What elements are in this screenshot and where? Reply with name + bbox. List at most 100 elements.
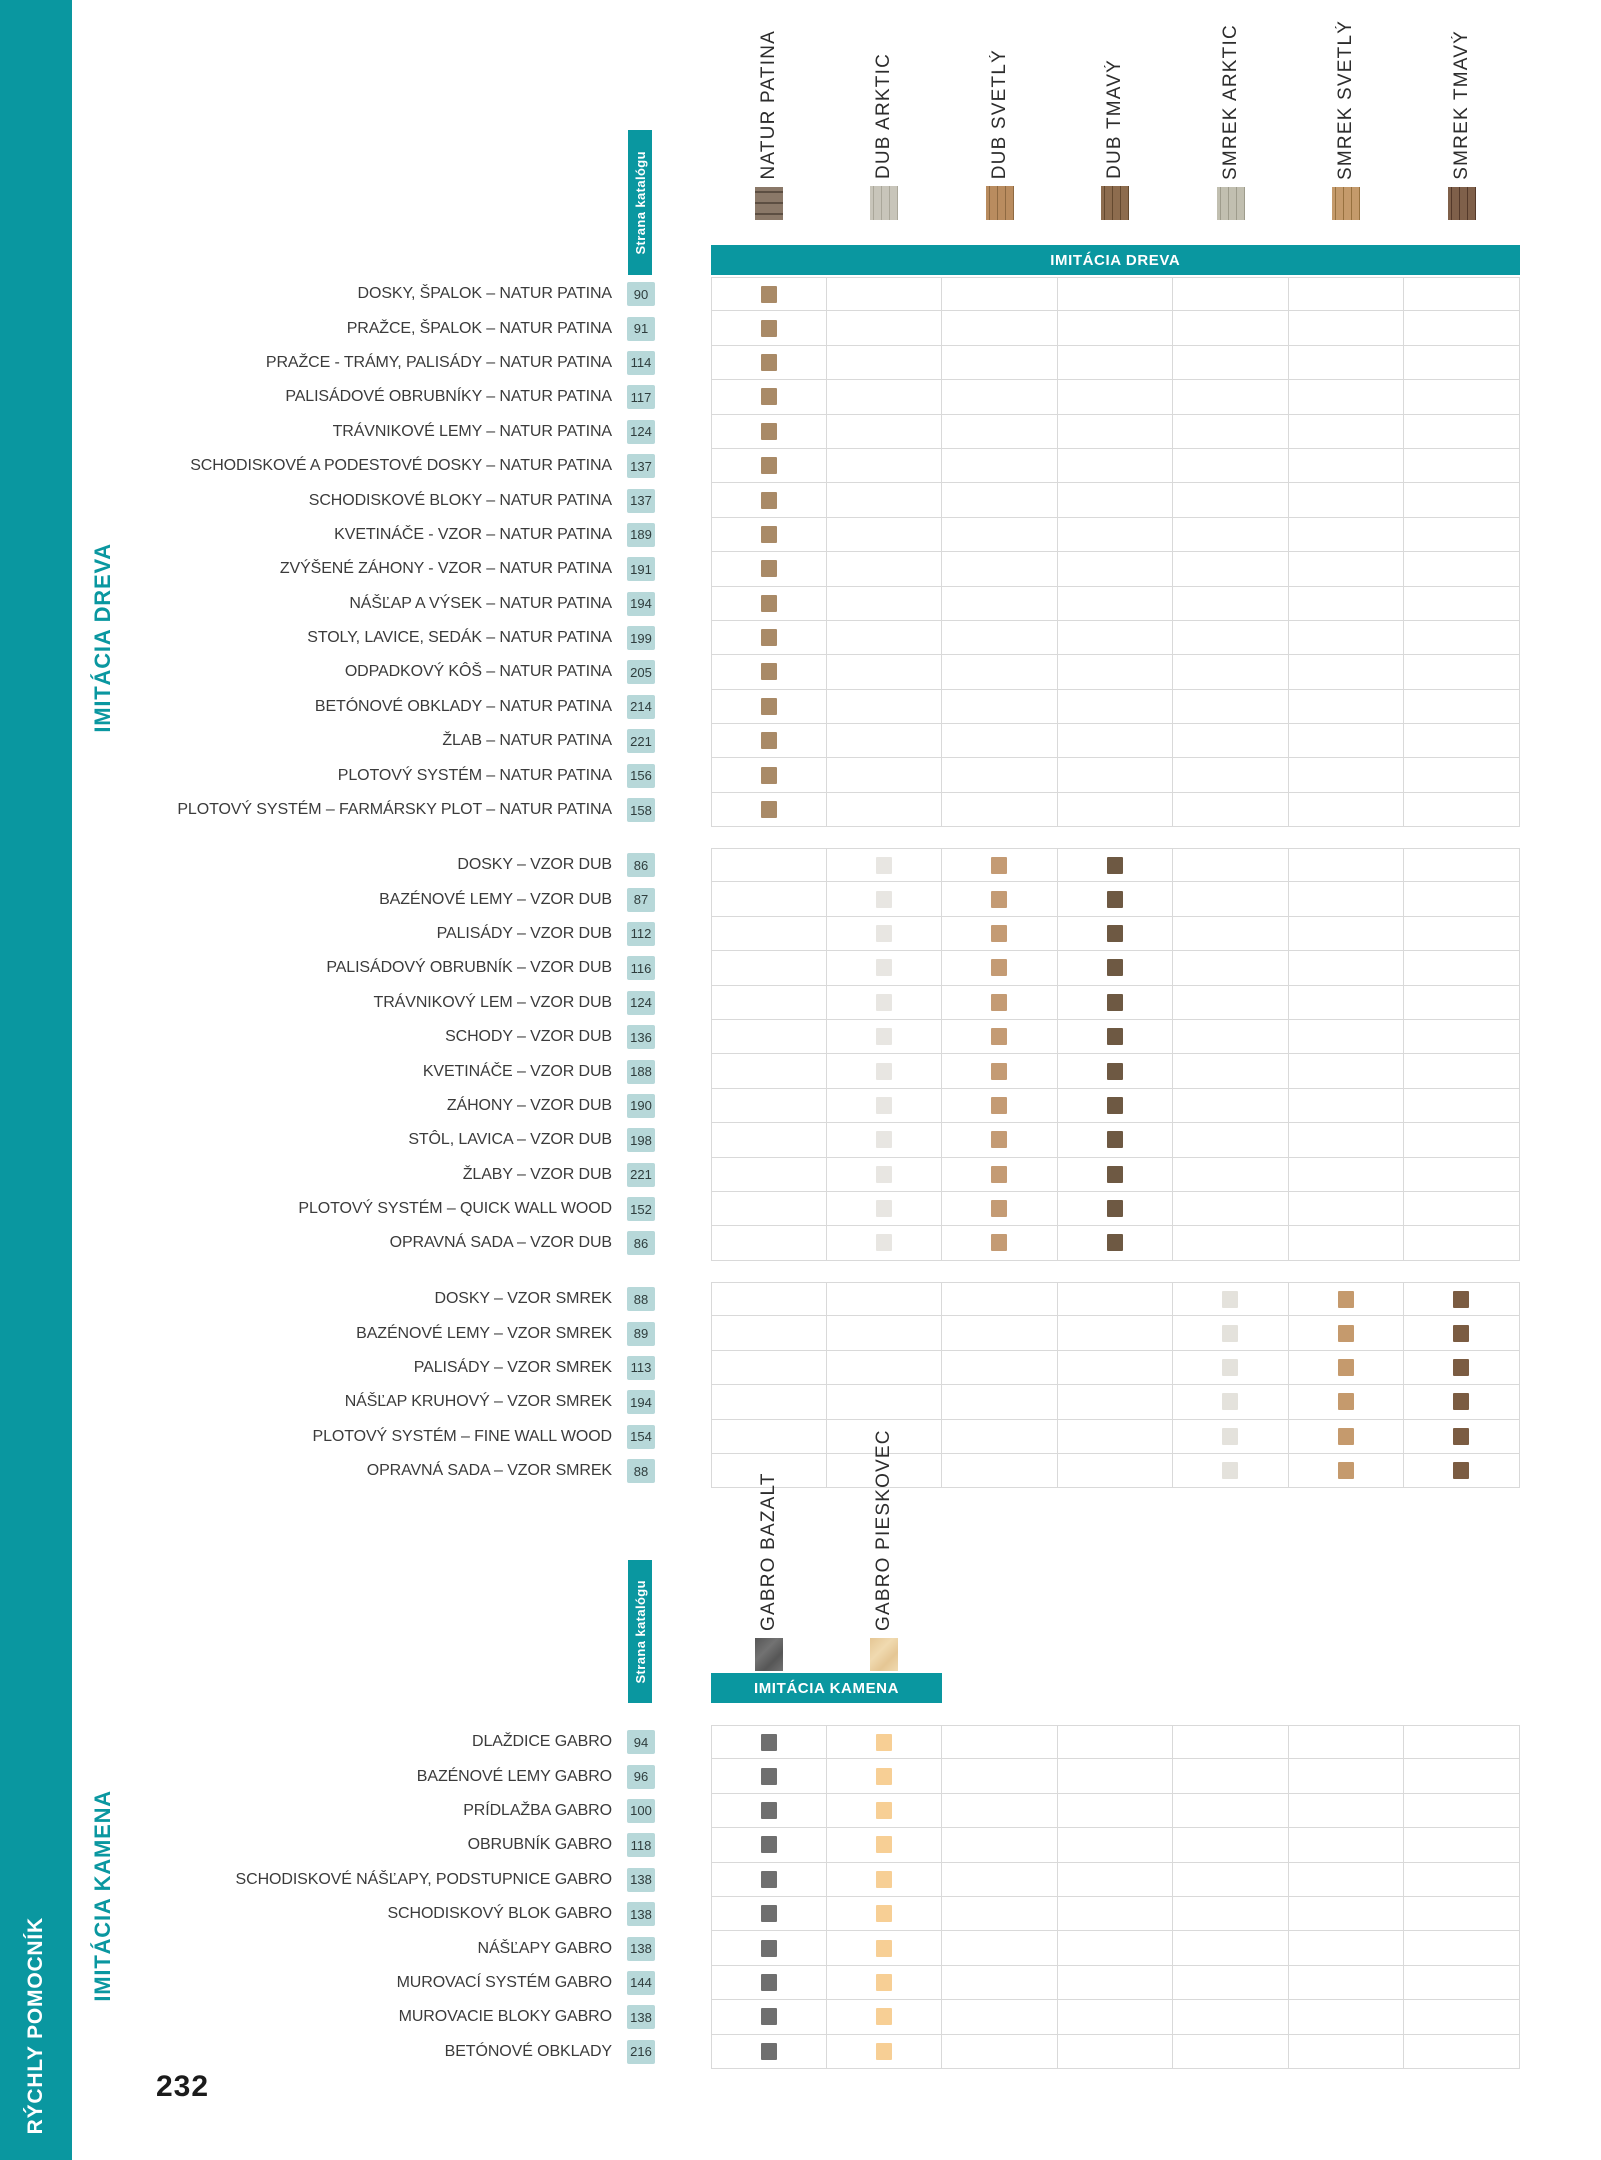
- matrix-cell: [711, 792, 827, 828]
- matrix-cell: [942, 1157, 1058, 1192]
- matrix-cell: [1173, 552, 1289, 587]
- matrix-cell: [1057, 277, 1173, 312]
- table-row: NÁŠĽAP KRUHOVÝ – VZOR SMREK 194: [0, 1385, 1601, 1420]
- matrix-cell: [1288, 620, 1404, 656]
- matrix-cell: [1288, 552, 1404, 587]
- row-label: SCHODISKOVÝ BLOK GABRO: [387, 1905, 612, 1923]
- row-cells: [711, 2000, 1520, 2035]
- matrix-cell: [711, 552, 827, 587]
- row-cells: [711, 1725, 1520, 1760]
- matrix-cell: [942, 1828, 1058, 1863]
- availability-dot-gabro-pieskovec: [875, 2008, 892, 2026]
- material-swatch-smrek-svetl: [1332, 187, 1361, 220]
- matrix-cell: [1288, 1965, 1404, 2001]
- matrix-cell: [711, 311, 827, 346]
- matrix-cell: [1288, 985, 1404, 1020]
- matrix-cell: [826, 951, 942, 986]
- matrix-cell: [942, 277, 1058, 312]
- matrix-cell: [826, 689, 942, 725]
- row-label: BAZÉNOVÉ LEMY – VZOR SMREK: [356, 1324, 612, 1342]
- availability-dot-gabro-bazalt: [760, 1733, 777, 1751]
- matrix-cell: [1173, 2034, 1289, 2069]
- availability-dot-gabro-bazalt: [760, 1939, 777, 1957]
- matrix-cell: [942, 2034, 1058, 2069]
- row-cells: [711, 882, 1520, 917]
- row-cells: [711, 1931, 1520, 1966]
- matrix-cell: [711, 1759, 827, 1794]
- availability-dot-dub-tmav: [1106, 1200, 1123, 1218]
- page-badge: 137: [627, 454, 655, 479]
- availability-dot-dub-svetl: [991, 890, 1008, 908]
- matrix-cell: [1288, 586, 1404, 621]
- matrix-cell: [1404, 1862, 1520, 1897]
- matrix-cell: [942, 2000, 1058, 2035]
- matrix-cell: [942, 848, 1058, 883]
- matrix-cell: [1057, 1453, 1173, 1489]
- matrix-cell: [1173, 1350, 1289, 1386]
- matrix-cell: [942, 1931, 1058, 1966]
- row-label: BAZÉNOVÉ LEMY – VZOR DUB: [379, 890, 612, 908]
- matrix-cell: [1288, 689, 1404, 725]
- row-cells: [711, 1965, 1520, 2001]
- column-header-dub-arktic: DUB ARKTIC: [827, 30, 943, 220]
- matrix-cell: [1173, 620, 1289, 656]
- row-cells: [711, 620, 1520, 656]
- matrix-cell: [942, 414, 1058, 449]
- table-row: BETÓNOVÉ OBKLADY – NATUR PATINA 214: [0, 689, 1601, 725]
- page-badge: 124: [627, 419, 655, 444]
- row-cells: [711, 985, 1520, 1020]
- matrix-cell: [1288, 1453, 1404, 1489]
- matrix-cell: [942, 620, 1058, 656]
- matrix-cell: [942, 586, 1058, 621]
- matrix-cell: [711, 951, 827, 986]
- matrix-cell: [711, 1828, 827, 1863]
- matrix-cell: [711, 1350, 827, 1386]
- matrix-cell: [711, 1931, 827, 1966]
- table-row: PRAŽCE, ŠPALOK – NATUR PATINA 91: [0, 311, 1601, 346]
- matrix-cell: [711, 620, 827, 656]
- page-number: 232: [156, 2070, 210, 2103]
- group-band-imitacia-kamena: IMITÁCIA KAMENA: [711, 1673, 942, 1703]
- availability-dot-dub-tmav: [1106, 1165, 1123, 1183]
- row-label: TRÁVNIKOVÉ LEMY – NATUR PATINA: [332, 422, 613, 440]
- matrix-cell: [1404, 1123, 1520, 1158]
- table-row: PLOTOVÝ SYSTÉM – FARMÁRSKY PLOT – NATUR …: [0, 792, 1601, 828]
- table-row: PLOTOVÝ SYSTÉM – QUICK WALL WOOD 152: [0, 1191, 1601, 1227]
- column-label: DUB TMAVÝ: [1104, 59, 1126, 179]
- page-badge: 124: [627, 990, 655, 1015]
- row-label: PALISÁDY – VZOR SMREK: [413, 1358, 612, 1376]
- matrix-cell: [711, 1054, 827, 1089]
- matrix-cell: [711, 1385, 827, 1420]
- table-row: STOLY, LAVICE, SEDÁK – NATUR PATINA 199: [0, 620, 1601, 656]
- availability-dot-gabro-pieskovec: [875, 1870, 892, 1888]
- matrix-cell: [1404, 1350, 1520, 1386]
- availability-dot-natur-patina: [760, 697, 777, 715]
- matrix-cell: [826, 380, 942, 415]
- matrix-cell: [711, 277, 827, 312]
- matrix-cell: [1173, 689, 1289, 725]
- matrix-cell: [942, 380, 1058, 415]
- availability-dot-dub-tmav: [1106, 924, 1123, 942]
- availability-dot-gabro-pieskovec: [875, 1939, 892, 1957]
- matrix-cell: [826, 1088, 942, 1124]
- row-label: SCHODISKOVÉ BLOKY – NATUR PATINA: [308, 491, 612, 509]
- matrix-cell: [826, 1931, 942, 1966]
- availability-dot-dub-arktic: [875, 1062, 892, 1080]
- matrix-cell: [711, 724, 827, 759]
- row-cells: [711, 1191, 1520, 1227]
- page-badge: 96: [627, 1764, 655, 1789]
- matrix-cell: [711, 1725, 827, 1760]
- matrix-cell: [942, 882, 1058, 917]
- matrix-cell: [1404, 620, 1520, 656]
- row-label: TRÁVNIKOVÝ LEM – VZOR DUB: [373, 993, 613, 1011]
- group-band-label: IMITÁCIA KAMENA: [753, 1679, 900, 1697]
- page-badge: 221: [627, 1162, 655, 1187]
- matrix-cell: [711, 1862, 827, 1897]
- matrix-cell: [826, 1453, 942, 1489]
- table-row: SCHODY – VZOR DUB 136: [0, 1019, 1601, 1055]
- availability-dot-dub-svetl: [991, 1062, 1008, 1080]
- matrix-cell: [1173, 586, 1289, 621]
- matrix-cell: [1057, 1419, 1173, 1454]
- matrix-cell: [1173, 483, 1289, 518]
- page-badge: 199: [627, 626, 655, 651]
